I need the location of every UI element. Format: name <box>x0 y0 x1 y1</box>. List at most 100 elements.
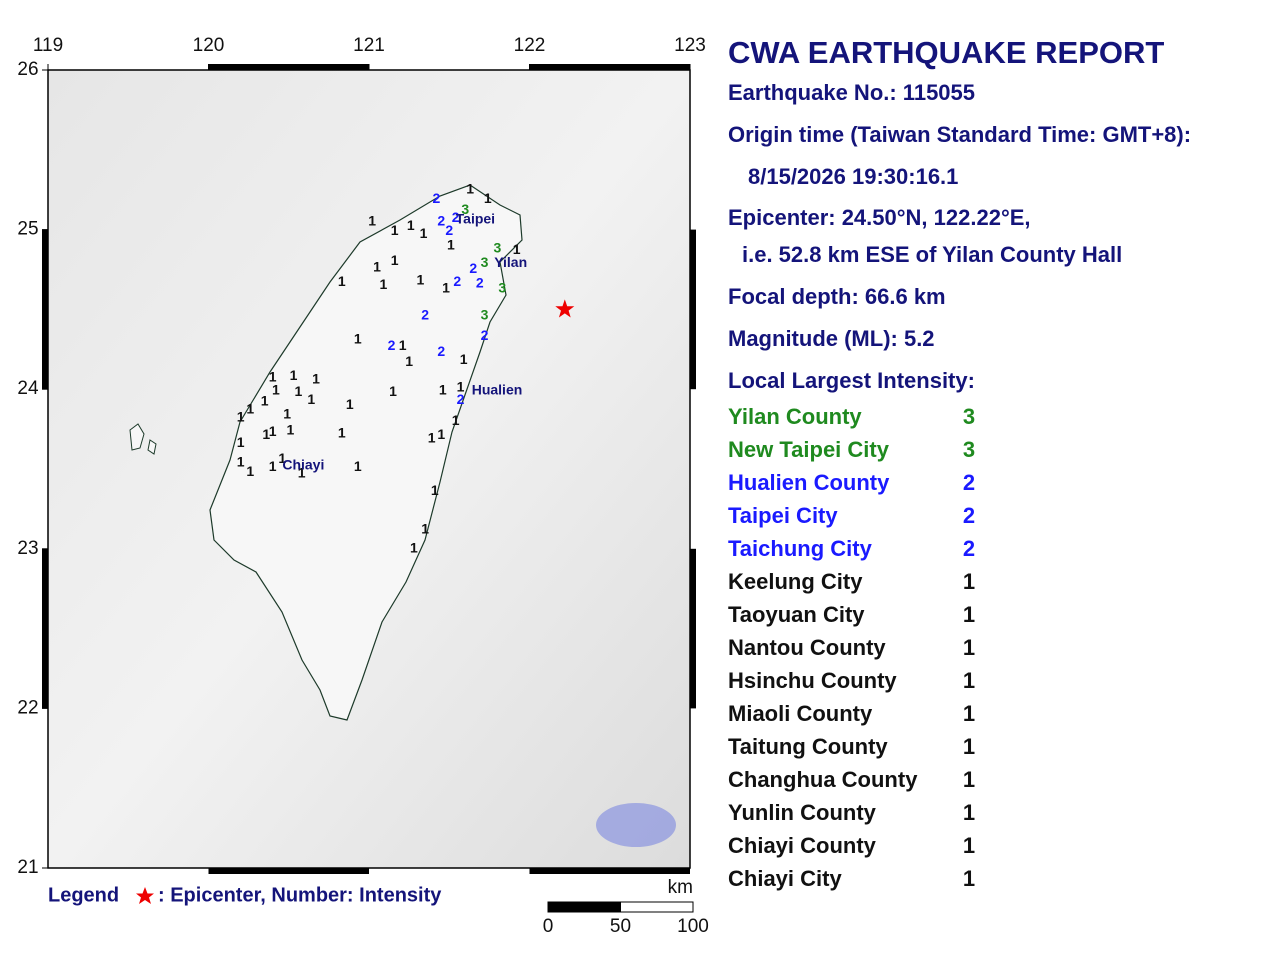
station-intensity: 3 <box>498 279 506 295</box>
region-name: New Taipei City <box>728 437 890 462</box>
station-intensity: 1 <box>431 482 439 498</box>
region-intensity: 1 <box>963 602 975 627</box>
region-name: Changhua County <box>728 767 918 792</box>
scale-segment <box>620 901 694 913</box>
region-intensity: 2 <box>963 470 975 495</box>
station-intensity: 1 <box>421 520 429 536</box>
station-intensity: 1 <box>269 458 277 474</box>
region-intensity: 1 <box>963 833 975 858</box>
scale-label: 50 <box>610 916 631 937</box>
station-intensity: 3 <box>461 201 469 217</box>
lat-tick-label: 26 <box>17 59 38 80</box>
station-intensity: 1 <box>272 381 280 397</box>
region-intensity: 1 <box>963 767 975 792</box>
station-intensity: 1 <box>269 369 277 385</box>
origin-time: 8/15/2026 19:30:16.1 <box>748 164 958 189</box>
station-intensity: 1 <box>389 383 397 399</box>
legend-title: Legend <box>48 884 119 906</box>
lat-tick-label: 22 <box>17 697 38 718</box>
taiwan-outline <box>209 184 523 721</box>
lon-tick-label: 120 <box>193 35 225 56</box>
scale-label: 0 <box>543 916 554 937</box>
station-intensity: 1 <box>246 401 254 417</box>
station-intensity: 1 <box>407 217 415 233</box>
station-intensity: 1 <box>294 383 302 399</box>
lon-tick-label: 119 <box>33 35 63 56</box>
station-intensity: 1 <box>346 396 354 412</box>
station-intensity: 1 <box>307 391 315 407</box>
lon-tick-label: 123 <box>674 35 706 56</box>
station-intensity: 1 <box>298 464 306 480</box>
station-intensity: 1 <box>380 276 388 292</box>
frame-bar <box>42 548 48 709</box>
station-intensity: 1 <box>338 273 346 289</box>
region-name: Keelung City <box>728 569 863 594</box>
magnitude: Magnitude (ML): 5.2 <box>728 326 935 351</box>
station-intensity: 1 <box>399 337 407 353</box>
region-intensity: 1 <box>963 734 975 759</box>
station-intensity: 2 <box>445 222 453 238</box>
frame-bar <box>208 64 369 70</box>
station-intensity: 1 <box>278 450 286 466</box>
region-name: Taitung County <box>728 734 888 759</box>
region-name: Taichung City <box>728 536 873 561</box>
station-intensity: 1 <box>391 252 399 268</box>
station-intensity: 1 <box>286 421 294 437</box>
station-intensity: 3 <box>481 254 489 270</box>
city-label: Yilan <box>494 254 527 270</box>
frame-bar <box>529 64 690 70</box>
station-intensity: 2 <box>452 209 460 225</box>
station-intensity: 2 <box>457 391 465 407</box>
station-intensity: 1 <box>452 412 460 428</box>
region-name: Hsinchu County <box>728 668 897 693</box>
origin-label: Origin time (Taiwan Standard Time: GMT+8… <box>728 122 1191 147</box>
region-intensity: 1 <box>963 701 975 726</box>
station-intensity: 1 <box>237 434 245 450</box>
station-intensity: 1 <box>442 279 450 295</box>
city-label: Hualien <box>472 381 523 397</box>
epicenter: Epicenter: 24.50°N, 122.22°E, <box>728 205 1031 230</box>
region-name: Taipei City <box>728 503 838 528</box>
station-intensity: 2 <box>469 260 477 276</box>
station-intensity: 2 <box>453 273 461 289</box>
station-intensity: 1 <box>354 458 362 474</box>
penghu-islands <box>129 423 157 455</box>
frame-bar <box>208 868 369 874</box>
station-intensity: 1 <box>269 423 277 439</box>
station-intensity: 1 <box>391 222 399 238</box>
station-intensity: 1 <box>416 271 424 287</box>
city-label: Taipei <box>456 211 495 227</box>
station-intensity: 2 <box>481 327 489 343</box>
intensity-header: Local Largest Intensity: <box>728 368 975 393</box>
lat-tick-label: 21 <box>17 857 38 878</box>
station-intensity: 1 <box>460 351 468 367</box>
station-intensity: 1 <box>246 463 254 479</box>
frame-bar <box>42 229 48 390</box>
region-intensity: 2 <box>963 536 975 561</box>
region-intensity: 2 <box>963 503 975 528</box>
region-intensity: 1 <box>963 800 975 825</box>
station-intensity: 2 <box>421 306 429 322</box>
region-intensity: 1 <box>963 668 975 693</box>
station-intensity: 2 <box>437 212 445 228</box>
region-name: Chiayi City <box>728 866 842 891</box>
legend-text: : Epicenter, Number: Intensity <box>158 884 442 906</box>
epicenter-star <box>555 299 575 318</box>
station-intensity: 1 <box>262 426 270 442</box>
scale-segment <box>547 901 621 913</box>
lat-tick-label: 25 <box>17 219 38 240</box>
station-intensity: 1 <box>428 429 436 445</box>
region-name: Miaoli County <box>728 701 873 726</box>
station-intensity: 2 <box>437 343 445 359</box>
lat-tick-label: 24 <box>17 378 39 399</box>
station-intensity: 1 <box>420 225 428 241</box>
lon-tick-label: 121 <box>353 35 385 56</box>
station-intensity: 1 <box>290 367 298 383</box>
region-name: Taoyuan City <box>728 602 865 627</box>
legend-star <box>136 887 154 904</box>
station-intensity: 1 <box>484 190 492 206</box>
scale-unit: km <box>668 877 693 898</box>
city-label: Chiayi <box>282 457 324 473</box>
station-intensity: 3 <box>494 239 502 255</box>
epicenter-note: i.e. 52.8 km ESE of Yilan County Hall <box>742 242 1122 267</box>
